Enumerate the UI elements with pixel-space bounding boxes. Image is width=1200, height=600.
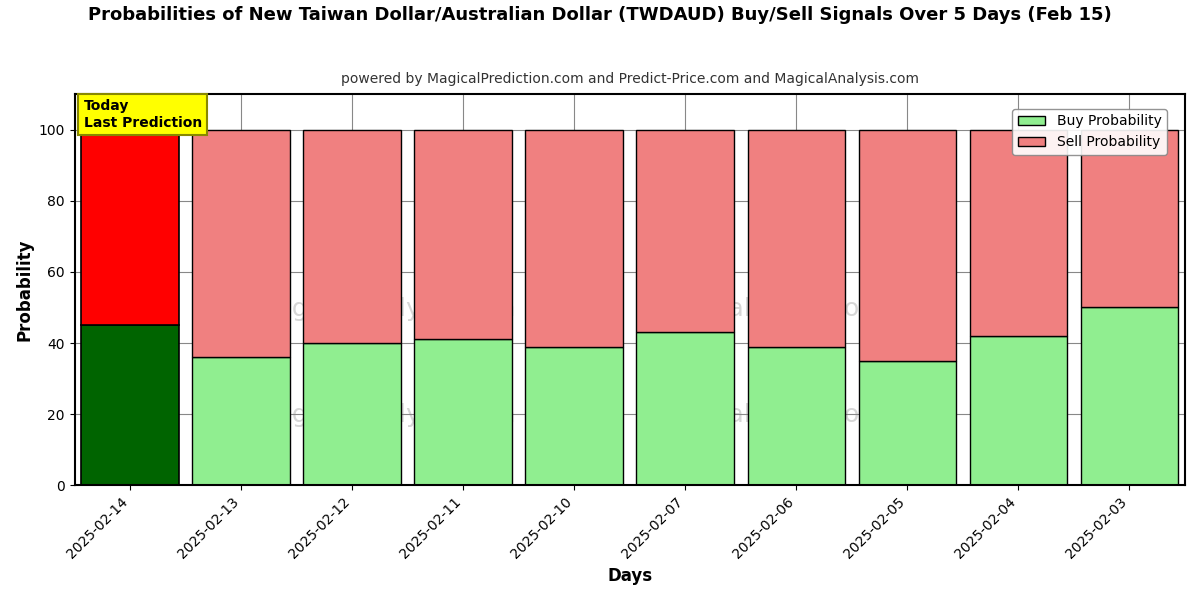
Bar [82, 325, 179, 485]
Text: MagicalPrediction.com: MagicalPrediction.com [655, 297, 937, 321]
Bar [970, 130, 1067, 336]
Bar [82, 130, 179, 325]
Bar [304, 343, 401, 485]
Bar [192, 357, 290, 485]
Legend: Buy Probability, Sell Probability: Buy Probability, Sell Probability [1012, 109, 1166, 155]
Bar [414, 340, 512, 485]
Bar [1081, 307, 1178, 485]
Bar [858, 361, 956, 485]
Bar [526, 347, 623, 485]
X-axis label: Days: Days [607, 567, 653, 585]
Title: powered by MagicalPrediction.com and Predict-Price.com and MagicalAnalysis.com: powered by MagicalPrediction.com and Pre… [341, 72, 919, 86]
Bar [414, 130, 512, 340]
Text: MagicalPrediction.com: MagicalPrediction.com [655, 403, 937, 427]
Text: MagicalAnalysis.com: MagicalAnalysis.com [256, 297, 516, 321]
Bar [748, 130, 845, 347]
Bar [526, 130, 623, 347]
Bar [858, 130, 956, 361]
Bar [1081, 130, 1178, 307]
Y-axis label: Probability: Probability [16, 238, 34, 341]
Bar [636, 130, 734, 332]
Bar [636, 332, 734, 485]
Bar [970, 336, 1067, 485]
Text: MagicalAnalysis.com: MagicalAnalysis.com [256, 403, 516, 427]
Bar [748, 347, 845, 485]
Bar [192, 130, 290, 357]
Text: Probabilities of New Taiwan Dollar/Australian Dollar (TWDAUD) Buy/Sell Signals O: Probabilities of New Taiwan Dollar/Austr… [88, 6, 1112, 24]
Bar [304, 130, 401, 343]
Text: Today
Last Prediction: Today Last Prediction [84, 100, 202, 130]
